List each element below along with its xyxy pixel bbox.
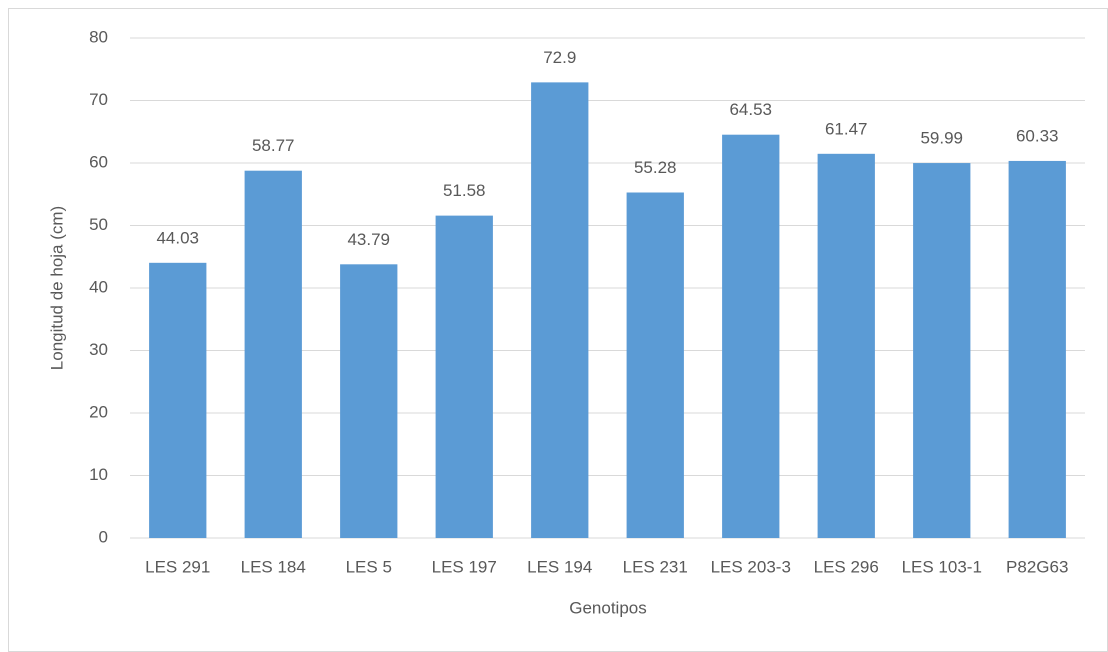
y-tick-label: 70: [89, 90, 108, 109]
x-axis-label: Genotipos: [569, 598, 647, 617]
x-tick-label: LES 203-3: [711, 557, 791, 576]
y-tick-label: 80: [89, 27, 108, 46]
x-tick-label: LES 296: [814, 557, 879, 576]
x-tick-label: LES 103-1: [902, 557, 982, 576]
data-label: 59.99: [920, 129, 963, 148]
data-label: 55.28: [634, 158, 677, 177]
bar: [149, 262, 207, 538]
x-tick-label: LES 291: [145, 557, 210, 576]
x-tick-label: LES 5: [346, 557, 392, 576]
bar: [435, 215, 493, 538]
x-tick-label: LES 197: [432, 557, 497, 576]
data-label: 61.47: [825, 119, 868, 138]
bar: [531, 82, 589, 538]
bar: [913, 163, 971, 538]
data-label: 44.03: [156, 228, 199, 247]
data-label: 43.79: [347, 230, 390, 249]
y-tick-label: 20: [89, 402, 108, 421]
bar: [1008, 160, 1066, 538]
x-tick-label: P82G63: [1006, 557, 1068, 576]
y-axis-label: Longitud de hoja (cm): [47, 206, 66, 370]
x-tick-label: LES 184: [241, 557, 306, 576]
bar: [244, 170, 302, 538]
bar: [340, 264, 398, 538]
bar: [722, 134, 780, 538]
data-label: 51.58: [443, 181, 486, 200]
x-tick-label: LES 194: [527, 557, 592, 576]
bar: [626, 192, 684, 538]
data-label: 60.33: [1016, 126, 1059, 145]
y-tick-label: 50: [89, 215, 108, 234]
y-tick-label: 60: [89, 152, 108, 171]
y-tick-label: 0: [99, 527, 108, 546]
x-tick-label: LES 231: [623, 557, 688, 576]
y-tick-label: 30: [89, 340, 108, 359]
y-tick-label: 10: [89, 465, 108, 484]
data-label: 58.77: [252, 136, 295, 155]
data-label: 64.53: [729, 100, 772, 119]
y-tick-label: 40: [89, 277, 108, 296]
data-label: 72.9: [543, 48, 576, 67]
bar: [817, 153, 875, 538]
